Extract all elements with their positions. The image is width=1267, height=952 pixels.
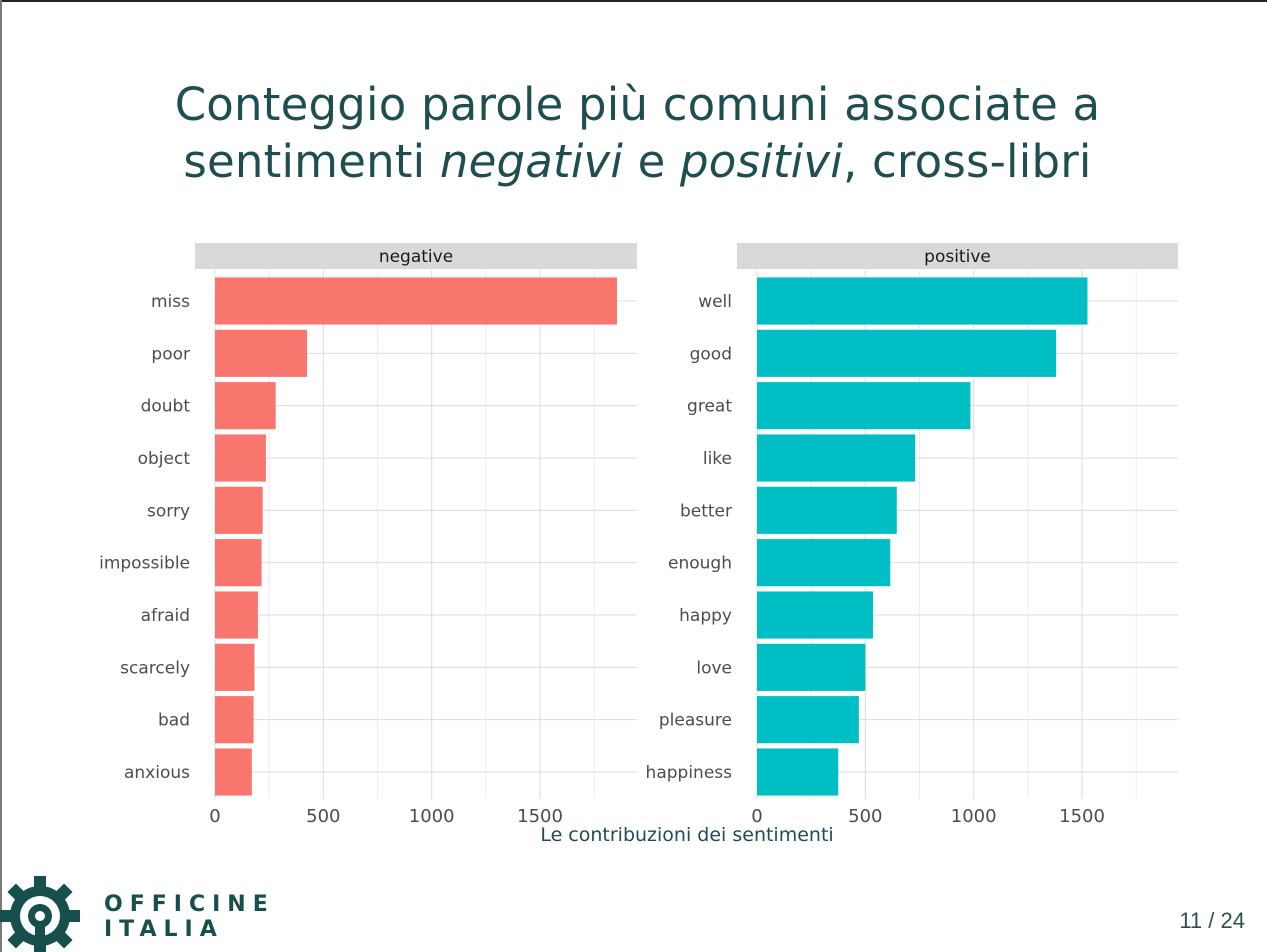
slide-left-border (0, 0, 2, 952)
category-label-great: great (687, 397, 732, 417)
category-label-bad: bad (158, 711, 190, 731)
bar-negative-bad (215, 696, 254, 744)
category-label-anxious: anxious (124, 763, 190, 783)
bar-negative-sorry (215, 486, 263, 534)
category-label-pleasure: pleasure (659, 711, 732, 731)
page-total: 24 (1220, 908, 1245, 933)
category-label-afraid: afraid (141, 606, 190, 626)
bar-positive-love (757, 643, 866, 691)
bar-positive-happy (757, 591, 873, 639)
bar-negative-doubt (215, 382, 276, 430)
title-line-1: Conteggio parole più comuni associate a (174, 78, 1101, 131)
bar-negative-anxious (215, 748, 252, 796)
bar-positive-well (757, 277, 1088, 325)
facet-label-positive: positive (924, 247, 991, 267)
category-label-better: better (680, 501, 732, 521)
page-current: 11 (1179, 908, 1203, 933)
bar-negative-poor (215, 329, 308, 377)
category-label-enough: enough (668, 554, 732, 574)
bar-positive-great (757, 382, 971, 430)
category-label-love: love (696, 658, 732, 678)
bar-negative-object (215, 434, 266, 482)
page-number: 11 / 24 (1179, 908, 1245, 934)
x-tick-label: 1000 (409, 806, 455, 827)
x-tick-label: 1000 (951, 806, 997, 827)
sentiment-bar-chart: negative miss poor doubt object sorry impossib… (99, 243, 1178, 827)
title-text: sentimenti (183, 135, 440, 188)
title-text: e (623, 135, 680, 188)
bar-positive-like (757, 434, 916, 482)
bar-positive-better (757, 486, 897, 534)
x-tick-label: 500 (848, 806, 882, 827)
bar-negative-impossible (215, 539, 262, 587)
category-label-sorry: sorry (147, 501, 190, 521)
x-tick-label: 0 (209, 806, 220, 827)
category-label-well: well (698, 292, 732, 312)
bar-negative-afraid (215, 591, 258, 639)
facet-strip-negative (195, 243, 637, 269)
title-text: , cross-libri (842, 135, 1092, 188)
category-label-impossible: impossible (99, 554, 190, 574)
bar-positive-pleasure (757, 696, 859, 744)
x-tick-label: 0 (751, 806, 762, 827)
page-separator: / (1202, 908, 1221, 933)
bar-positive-happiness (757, 748, 839, 796)
x-tick-label: 500 (306, 806, 340, 827)
category-label-miss: miss (151, 292, 190, 312)
x-tick-label: 1500 (517, 806, 563, 827)
category-label-object: object (138, 449, 191, 469)
x-axis-title: Le contribuzioni dei sentimenti (540, 824, 834, 846)
category-label-doubt: doubt (141, 397, 191, 417)
facet-label-negative: negative (379, 247, 453, 267)
title-negativi: negativi (439, 135, 624, 188)
category-label-scarcely: scarcely (120, 658, 190, 678)
logo-text-officine: OFFICINE (104, 892, 275, 917)
category-label-good: good (690, 344, 732, 364)
gear-logo-icon (0, 876, 80, 952)
x-tick-label: 1500 (1059, 806, 1105, 827)
category-label-happy: happy (679, 606, 732, 626)
category-label-like: like (703, 449, 732, 469)
category-label-poor: poor (151, 344, 190, 364)
bar-negative-miss (215, 277, 617, 325)
bar-positive-enough (757, 539, 891, 587)
title-positivi: positivi (680, 135, 843, 188)
slide-top-border (0, 0, 1267, 2)
bar-negative-scarcely (215, 643, 255, 691)
logo-text-italia: ITALIA (104, 917, 224, 942)
bar-positive-good (757, 329, 1057, 377)
facet-strip-positive (737, 243, 1178, 269)
category-label-happiness: happiness (646, 763, 733, 783)
title-line-2: sentimenti negativi e positivi, cross-li… (0, 133, 1267, 190)
slide-title: Conteggio parole più comuni associate a … (0, 76, 1267, 190)
officine-italia-logo: OFFICINE ITALIA (0, 876, 300, 952)
